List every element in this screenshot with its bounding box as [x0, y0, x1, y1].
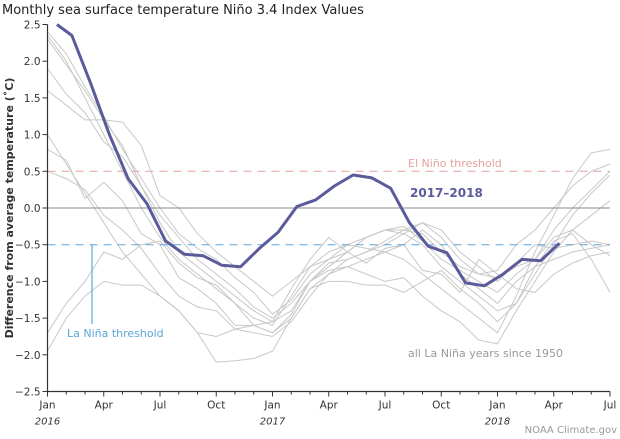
- y-tick-label: 2.0: [24, 56, 41, 68]
- y-tick-label: −2.5: [15, 387, 41, 399]
- x-tick-label: Jul: [153, 400, 167, 412]
- x-year-label: 2016: [35, 417, 60, 428]
- la-nina-year-line: [47, 229, 611, 352]
- y-tick-label: −1.5: [15, 313, 41, 325]
- highlight-series: [56, 23, 561, 288]
- la-nina-year-line: [47, 134, 611, 363]
- y-tick-label: 1.5: [24, 93, 41, 105]
- y-tick-label: 1.0: [24, 130, 41, 142]
- la-nina-year-line: [47, 148, 611, 334]
- y-tick-label: 0.0: [24, 203, 41, 215]
- x-year-label: 2018: [485, 417, 510, 428]
- la-nina-year-line: [47, 236, 611, 334]
- la-nina-year-line: [47, 31, 611, 316]
- y-tick-label: −2.0: [15, 350, 41, 362]
- x-year-label: 2017: [260, 417, 286, 428]
- la-nina-year-line: [47, 68, 611, 319]
- chart-title: Monthly sea surface temperature Niño 3.4…: [2, 3, 364, 18]
- el-nino-threshold-label: El Niño threshold: [408, 157, 502, 170]
- la-nina-threshold-label: La Niña threshold: [67, 327, 164, 340]
- la-nina-years-lines: [47, 31, 611, 363]
- reference-lines: [47, 170, 610, 324]
- la-nina-year-line: [47, 90, 611, 297]
- x-tick-label: Oct: [207, 400, 225, 412]
- x-tick-label: Jan: [488, 400, 505, 412]
- background-series-label: all La Niña years since 1950: [408, 347, 563, 360]
- x-tick-label: Jul: [603, 400, 617, 412]
- y-axis-label: Difference from average temperature (˚C): [3, 78, 16, 339]
- x-tick-label: Jul: [378, 400, 392, 412]
- credit: NOAA Climate.gov: [525, 425, 617, 436]
- highlight-series-label: 2017–2018: [410, 186, 483, 200]
- x-tick-label: Jan: [38, 400, 55, 412]
- x-tick-label: Apr: [95, 400, 114, 412]
- y-tick-label: −0.5: [15, 240, 41, 252]
- y-tick-label: 0.5: [24, 166, 41, 178]
- highlight-line: [56, 23, 561, 288]
- x-tick-label: Apr: [545, 400, 564, 412]
- y-tick-label: −1.0: [15, 276, 41, 288]
- y-tick-label: 2.5: [24, 20, 41, 32]
- la-nina-year-line: [47, 38, 611, 323]
- axes: 2.52.01.51.00.50.0−0.5−1.0−1.5−2.0−2.5Ja…: [15, 20, 616, 428]
- x-tick-label: Apr: [320, 400, 339, 412]
- x-tick-label: Oct: [432, 400, 450, 412]
- x-tick-label: Jan: [263, 400, 280, 412]
- la-nina-year-line: [47, 170, 611, 338]
